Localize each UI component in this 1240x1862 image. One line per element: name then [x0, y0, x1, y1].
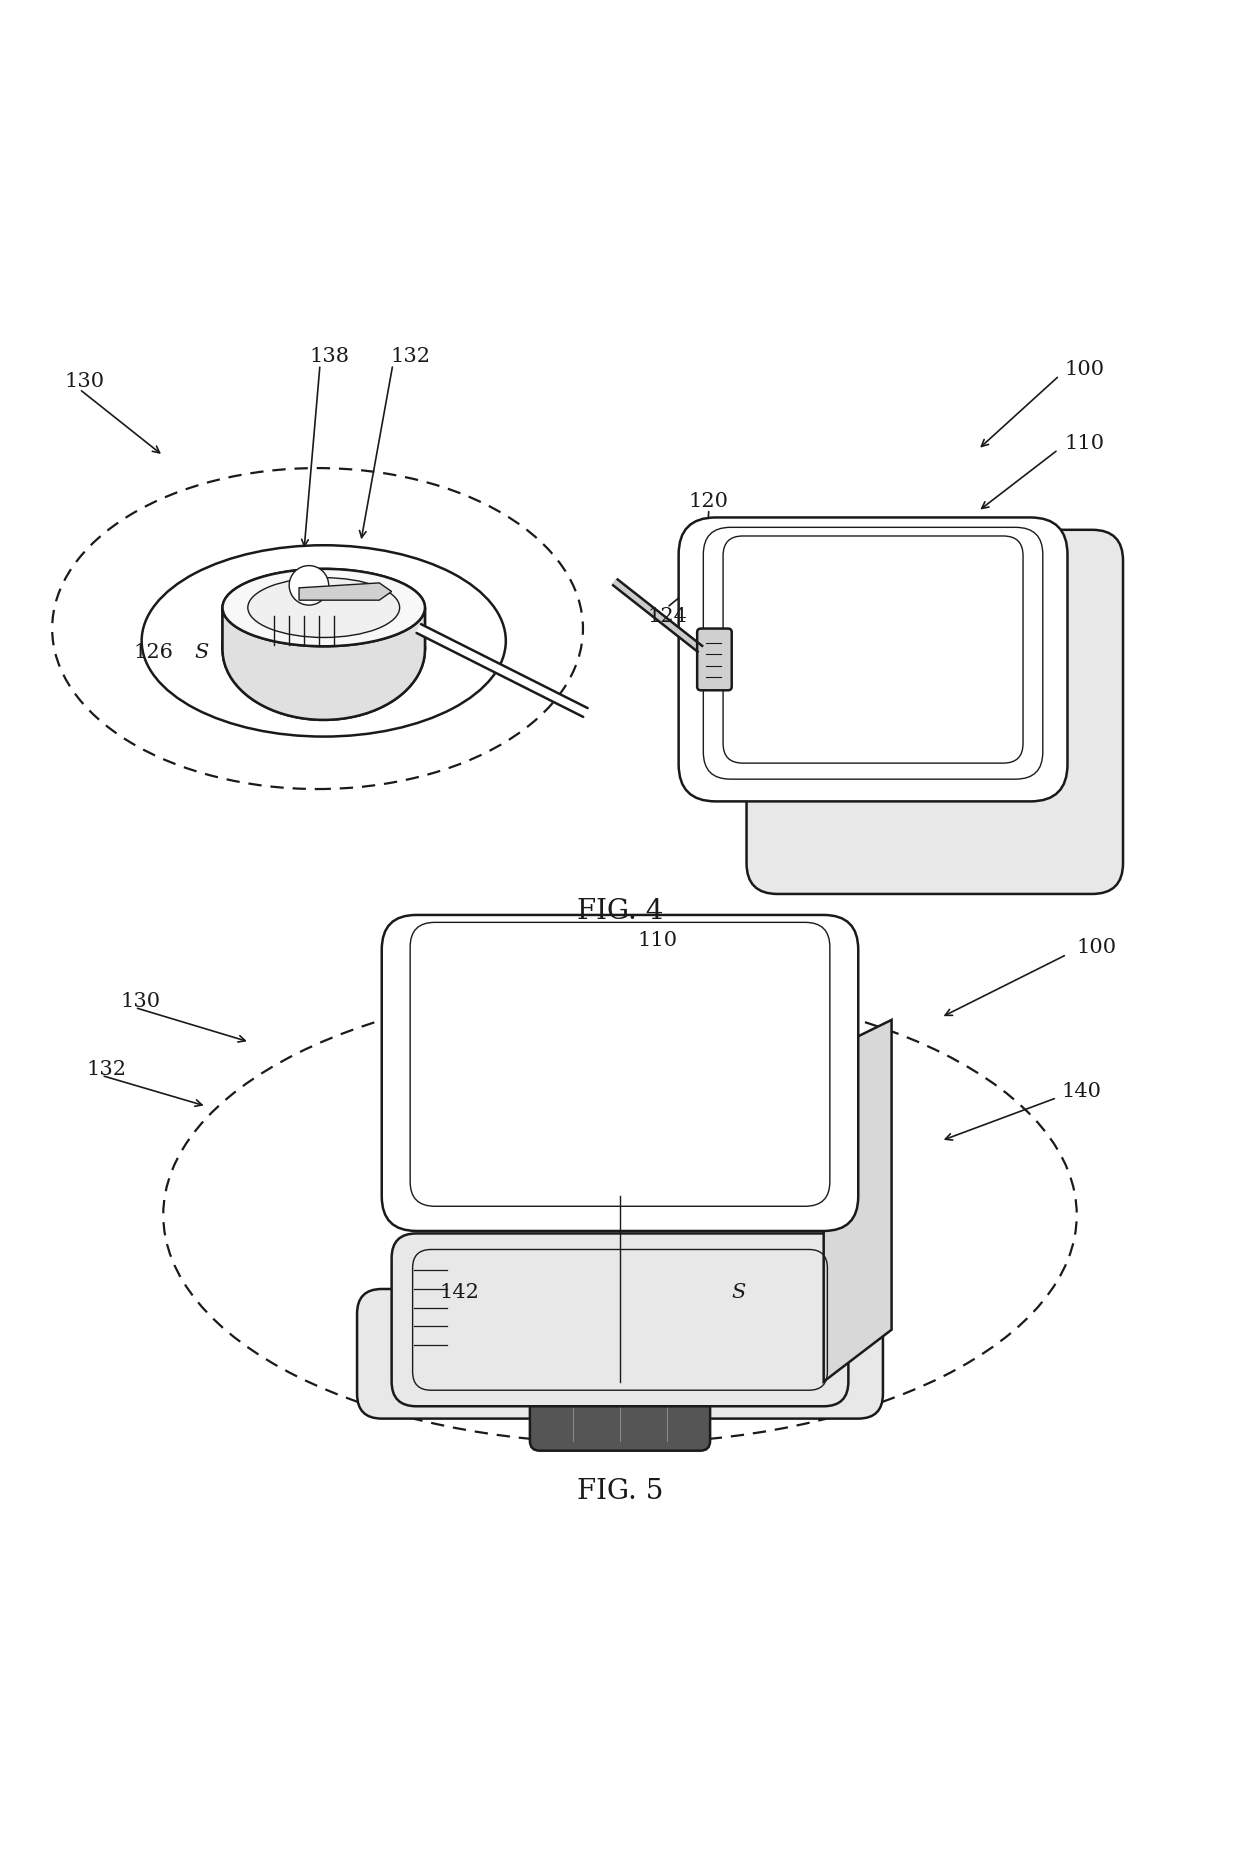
Polygon shape	[613, 579, 703, 652]
Text: 110: 110	[1064, 434, 1105, 452]
FancyBboxPatch shape	[697, 629, 732, 691]
Text: 138: 138	[310, 348, 350, 367]
Polygon shape	[417, 624, 588, 717]
Polygon shape	[823, 1020, 892, 1382]
Text: 120: 120	[689, 492, 729, 510]
Text: 100: 100	[1076, 938, 1117, 957]
Text: 124: 124	[647, 607, 687, 626]
FancyBboxPatch shape	[529, 1372, 711, 1450]
Text: S: S	[195, 642, 208, 661]
FancyBboxPatch shape	[746, 531, 1123, 894]
Text: 126: 126	[133, 642, 174, 661]
FancyBboxPatch shape	[357, 1289, 883, 1419]
FancyBboxPatch shape	[392, 1233, 848, 1406]
Ellipse shape	[222, 579, 425, 721]
Text: 130: 130	[64, 372, 104, 391]
Circle shape	[289, 566, 329, 605]
FancyBboxPatch shape	[678, 518, 1068, 801]
Ellipse shape	[141, 546, 506, 737]
Text: 130: 130	[120, 992, 160, 1011]
Polygon shape	[299, 583, 392, 600]
Text: FIG. 4: FIG. 4	[577, 897, 663, 925]
Polygon shape	[222, 607, 425, 721]
Text: 132: 132	[391, 348, 430, 367]
Text: S: S	[732, 1283, 745, 1302]
Polygon shape	[222, 570, 425, 650]
Text: 140: 140	[1061, 1082, 1102, 1100]
Text: 100: 100	[1064, 359, 1105, 378]
Text: 132: 132	[87, 1059, 126, 1078]
Text: 142: 142	[440, 1283, 480, 1302]
FancyBboxPatch shape	[382, 914, 858, 1231]
Ellipse shape	[248, 577, 399, 637]
Ellipse shape	[222, 570, 425, 646]
Text: FIG. 5: FIG. 5	[577, 1478, 663, 1504]
Text: 110: 110	[637, 931, 677, 950]
